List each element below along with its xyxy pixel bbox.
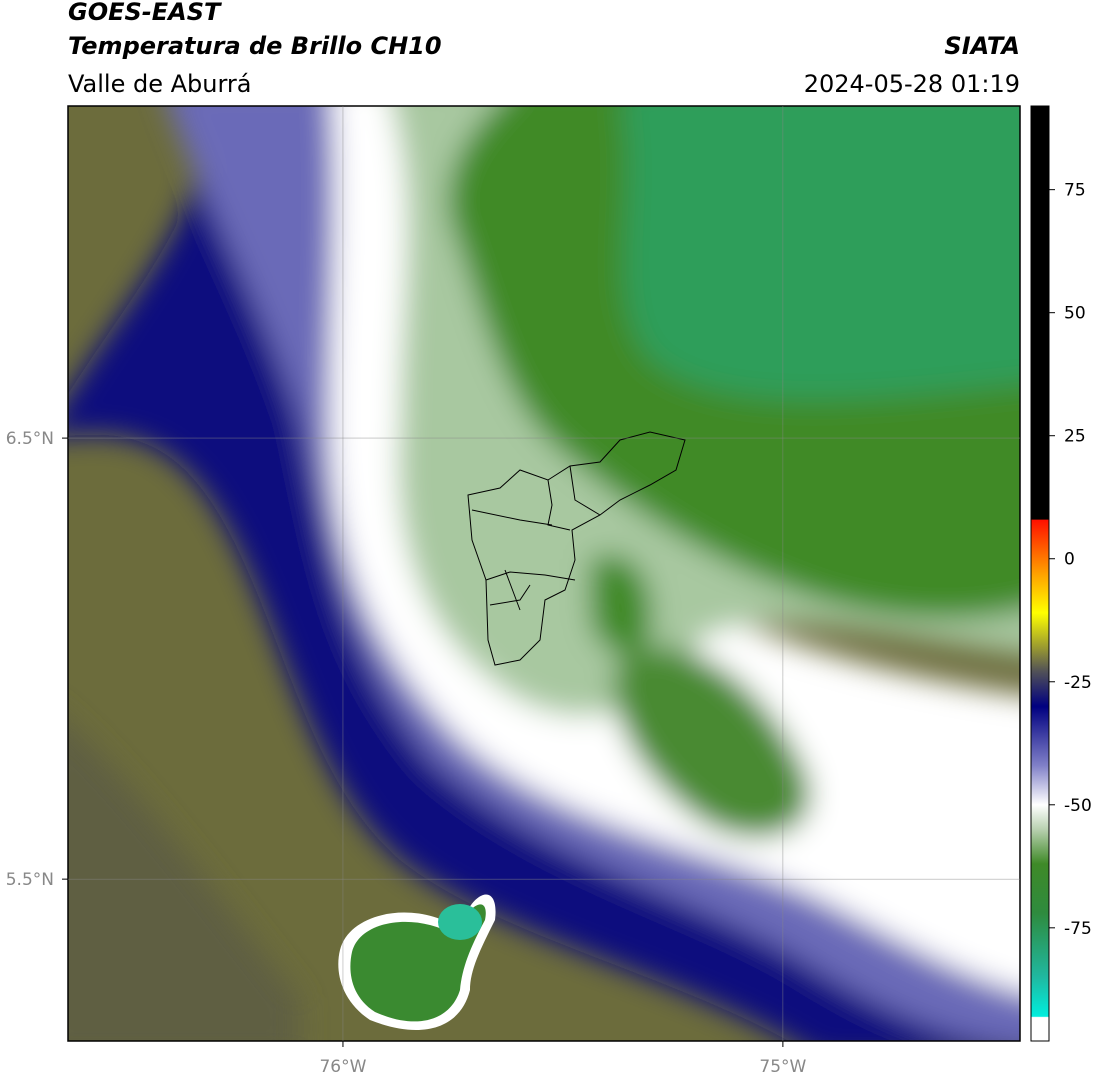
y-tick-label: 6.5°N	[6, 429, 54, 449]
colorbar-tick-label: 75	[1064, 181, 1086, 201]
x-tick-label: 76°W	[319, 1057, 366, 1077]
title: GOES-EAST	[68, 0, 222, 26]
datetime: 2024-05-28 01:19	[804, 70, 1020, 98]
colorbar-tick-label: -75	[1064, 919, 1092, 939]
colorbar-tick-label: -25	[1064, 673, 1092, 693]
colorbar	[1030, 105, 1050, 1042]
region: Valle de Aburrá	[68, 70, 252, 98]
colorbar-tick-label: 25	[1064, 427, 1086, 447]
map-frame	[67, 105, 1021, 1042]
field	[68, 106, 1020, 1041]
colorbar-tick-label: -50	[1064, 796, 1092, 816]
y-tick-label: 5.5°N	[6, 870, 54, 890]
subtitle: Temperatura de Brillo CH10	[68, 32, 442, 60]
colorbar-tick-label: 0	[1064, 550, 1075, 570]
x-tick-label: 75°W	[759, 1057, 806, 1077]
colorbar-tick-label: 50	[1064, 304, 1086, 324]
source: SIATA	[944, 32, 1020, 60]
